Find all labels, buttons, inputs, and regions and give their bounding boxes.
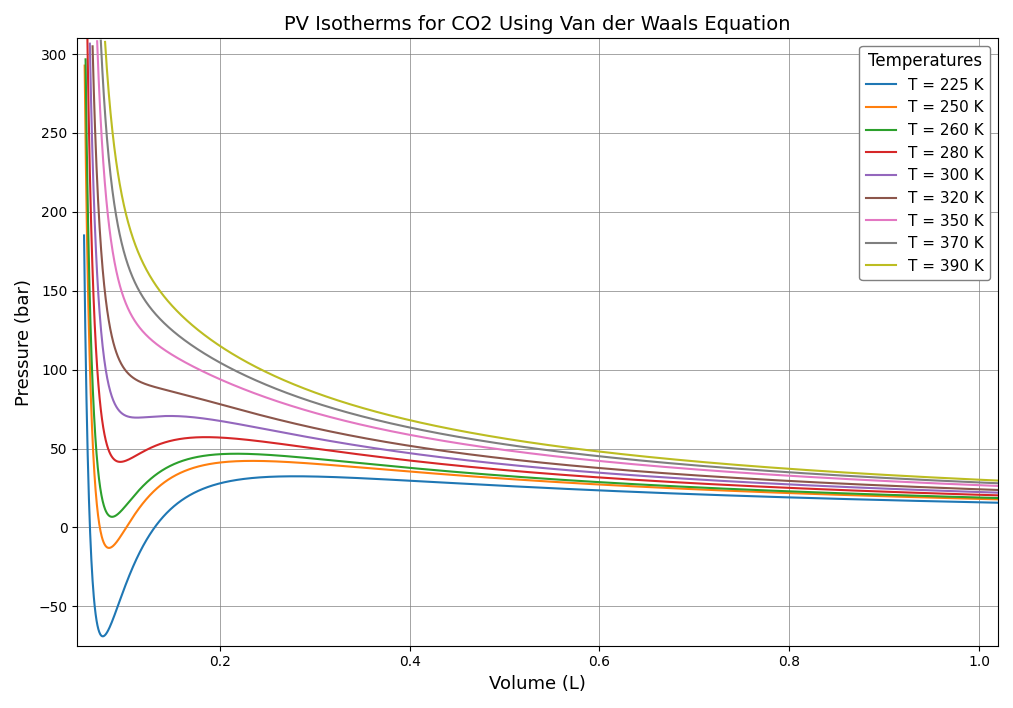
T = 250 K	[182, 465, 194, 474]
T = 250 K	[468, 472, 480, 481]
T = 370 K	[973, 478, 986, 486]
T = 225 K	[97, 632, 109, 641]
Line: T = 370 K: T = 370 K	[101, 40, 998, 484]
T = 300 K	[875, 484, 887, 493]
T = 350 K	[236, 384, 248, 393]
T = 300 K	[973, 488, 986, 496]
T = 225 K	[992, 498, 1004, 507]
Line: T = 250 K: T = 250 K	[85, 66, 998, 548]
T = 320 K	[182, 392, 194, 400]
T = 320 K	[468, 451, 480, 459]
T = 260 K	[973, 493, 986, 502]
T = 350 K	[468, 442, 480, 450]
T = 300 K	[236, 421, 248, 429]
T = 370 K	[236, 370, 248, 379]
T = 280 K	[973, 491, 986, 499]
T = 260 K	[875, 491, 887, 499]
T = 320 K	[428, 445, 441, 454]
T = 280 K	[428, 459, 441, 467]
Line: T = 300 K: T = 300 K	[90, 44, 998, 493]
T = 250 K	[875, 492, 887, 501]
T = 390 K	[182, 317, 194, 326]
T = 370 K	[875, 474, 887, 482]
T = 225 K	[876, 496, 888, 504]
T = 390 K	[992, 476, 1004, 485]
T = 300 K	[992, 489, 1004, 497]
T = 250 K	[236, 457, 248, 465]
T = 390 K	[236, 355, 248, 364]
Line: T = 260 K: T = 260 K	[85, 59, 998, 517]
T = 260 K	[468, 469, 480, 478]
T = 370 K	[992, 479, 1004, 488]
T = 350 K	[992, 481, 1004, 490]
T = 390 K	[428, 421, 441, 430]
T = 370 K	[468, 435, 480, 444]
T = 280 K	[992, 491, 1004, 500]
T = 280 K	[468, 463, 480, 472]
T = 350 K	[182, 360, 194, 368]
T = 320 K	[973, 485, 986, 493]
Line: T = 320 K: T = 320 K	[92, 46, 998, 490]
T = 260 K	[992, 493, 1004, 502]
Line: T = 225 K: T = 225 K	[84, 236, 998, 636]
T = 320 K	[992, 486, 1004, 494]
T = 260 K	[428, 466, 441, 474]
Title: PV Isotherms for CO2 Using Van der Waals Equation: PV Isotherms for CO2 Using Van der Waals…	[285, 15, 791, 34]
T = 350 K	[428, 435, 441, 444]
T = 250 K	[973, 495, 986, 503]
T = 300 K	[182, 413, 194, 421]
T = 370 K	[182, 338, 194, 347]
T = 390 K	[468, 429, 480, 438]
T = 280 K	[182, 434, 194, 442]
Line: T = 280 K: T = 280 K	[87, 38, 998, 496]
T = 350 K	[973, 481, 986, 489]
T = 225 K	[428, 478, 441, 486]
T = 350 K	[875, 476, 887, 485]
T = 225 K	[468, 480, 480, 489]
T = 300 K	[468, 457, 480, 465]
T = 260 K	[236, 450, 248, 458]
Y-axis label: Pressure (bar): Pressure (bar)	[15, 278, 33, 406]
T = 280 K	[236, 435, 248, 443]
T = 225 K	[182, 491, 194, 500]
T = 225 K	[975, 498, 987, 507]
T = 260 K	[182, 455, 194, 463]
T = 300 K	[428, 452, 441, 461]
T = 390 K	[875, 470, 887, 479]
T = 390 K	[973, 476, 986, 484]
T = 225 K	[78, 232, 90, 240]
Line: T = 350 K: T = 350 K	[97, 41, 998, 486]
Line: T = 390 K: T = 390 K	[105, 42, 998, 481]
T = 320 K	[875, 481, 887, 490]
X-axis label: Volume (L): Volume (L)	[489, 675, 587, 693]
Legend: T = 225 K, T = 250 K, T = 260 K, T = 280 K, T = 300 K, T = 320 K, T = 350 K, T =: T = 225 K, T = 250 K, T = 260 K, T = 280…	[859, 46, 991, 280]
T = 250 K	[992, 495, 1004, 503]
T = 250 K	[428, 469, 441, 478]
T = 370 K	[428, 428, 441, 437]
T = 320 K	[236, 406, 248, 415]
T = 225 K	[237, 475, 249, 484]
T = 280 K	[875, 487, 887, 496]
